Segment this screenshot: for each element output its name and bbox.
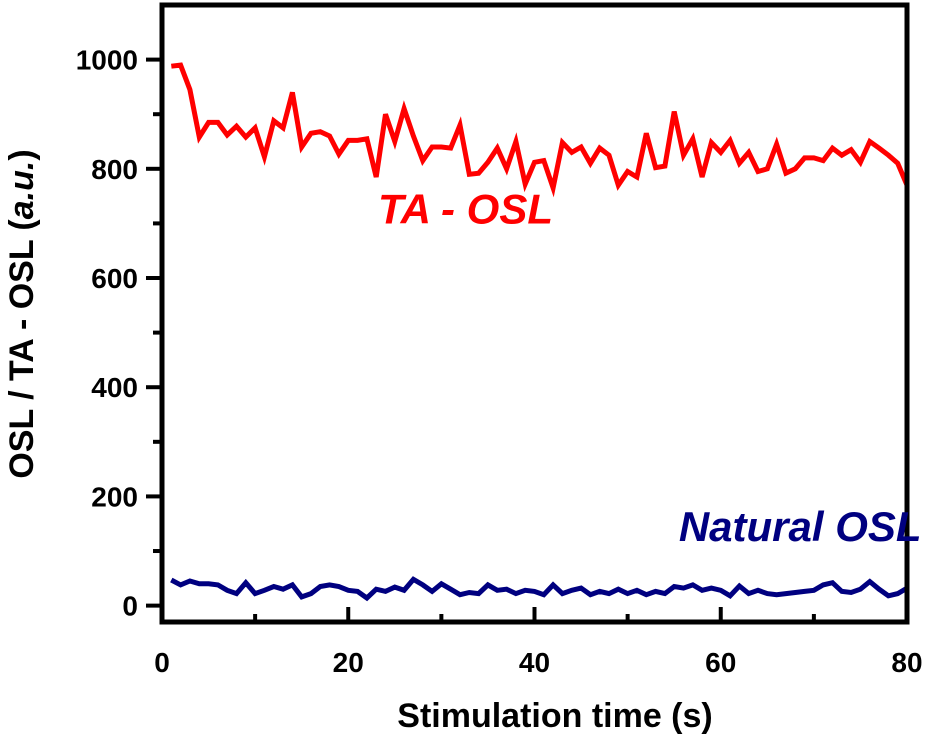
series-line-1	[170, 576, 909, 602]
y-tick-label: 600	[91, 263, 138, 294]
series-line-0	[171, 62, 910, 198]
y-axis-title-main: OSL / TA - OSL (	[3, 219, 41, 479]
y-tick-label: 0	[122, 591, 138, 622]
y-tick-label: 800	[91, 154, 138, 185]
x-tick-label: 0	[154, 647, 170, 678]
x-tick-label: 40	[519, 647, 550, 678]
y-tick-label: 200	[91, 481, 138, 512]
x-axis-title: Stimulation time (s)	[397, 697, 712, 735]
series-layer	[170, 62, 910, 602]
y-axis-title: OSL / TA - OSL (a.u.)	[3, 149, 41, 478]
y-tick-label: 1000	[76, 45, 138, 76]
y-tick-label: 400	[91, 372, 138, 403]
x-tick-label: 80	[891, 647, 922, 678]
y-axis-title-unit: a.u.	[3, 161, 41, 220]
x-tick-label: 60	[705, 647, 736, 678]
series-annotation-0: TA - OSL	[378, 185, 553, 232]
annotation-layer: TA - OSL Natural OSL	[378, 185, 922, 550]
x-tick-label: 20	[333, 647, 364, 678]
series-annotation-1: Natural OSL	[679, 503, 922, 550]
y-axis-title-close: )	[3, 149, 41, 160]
